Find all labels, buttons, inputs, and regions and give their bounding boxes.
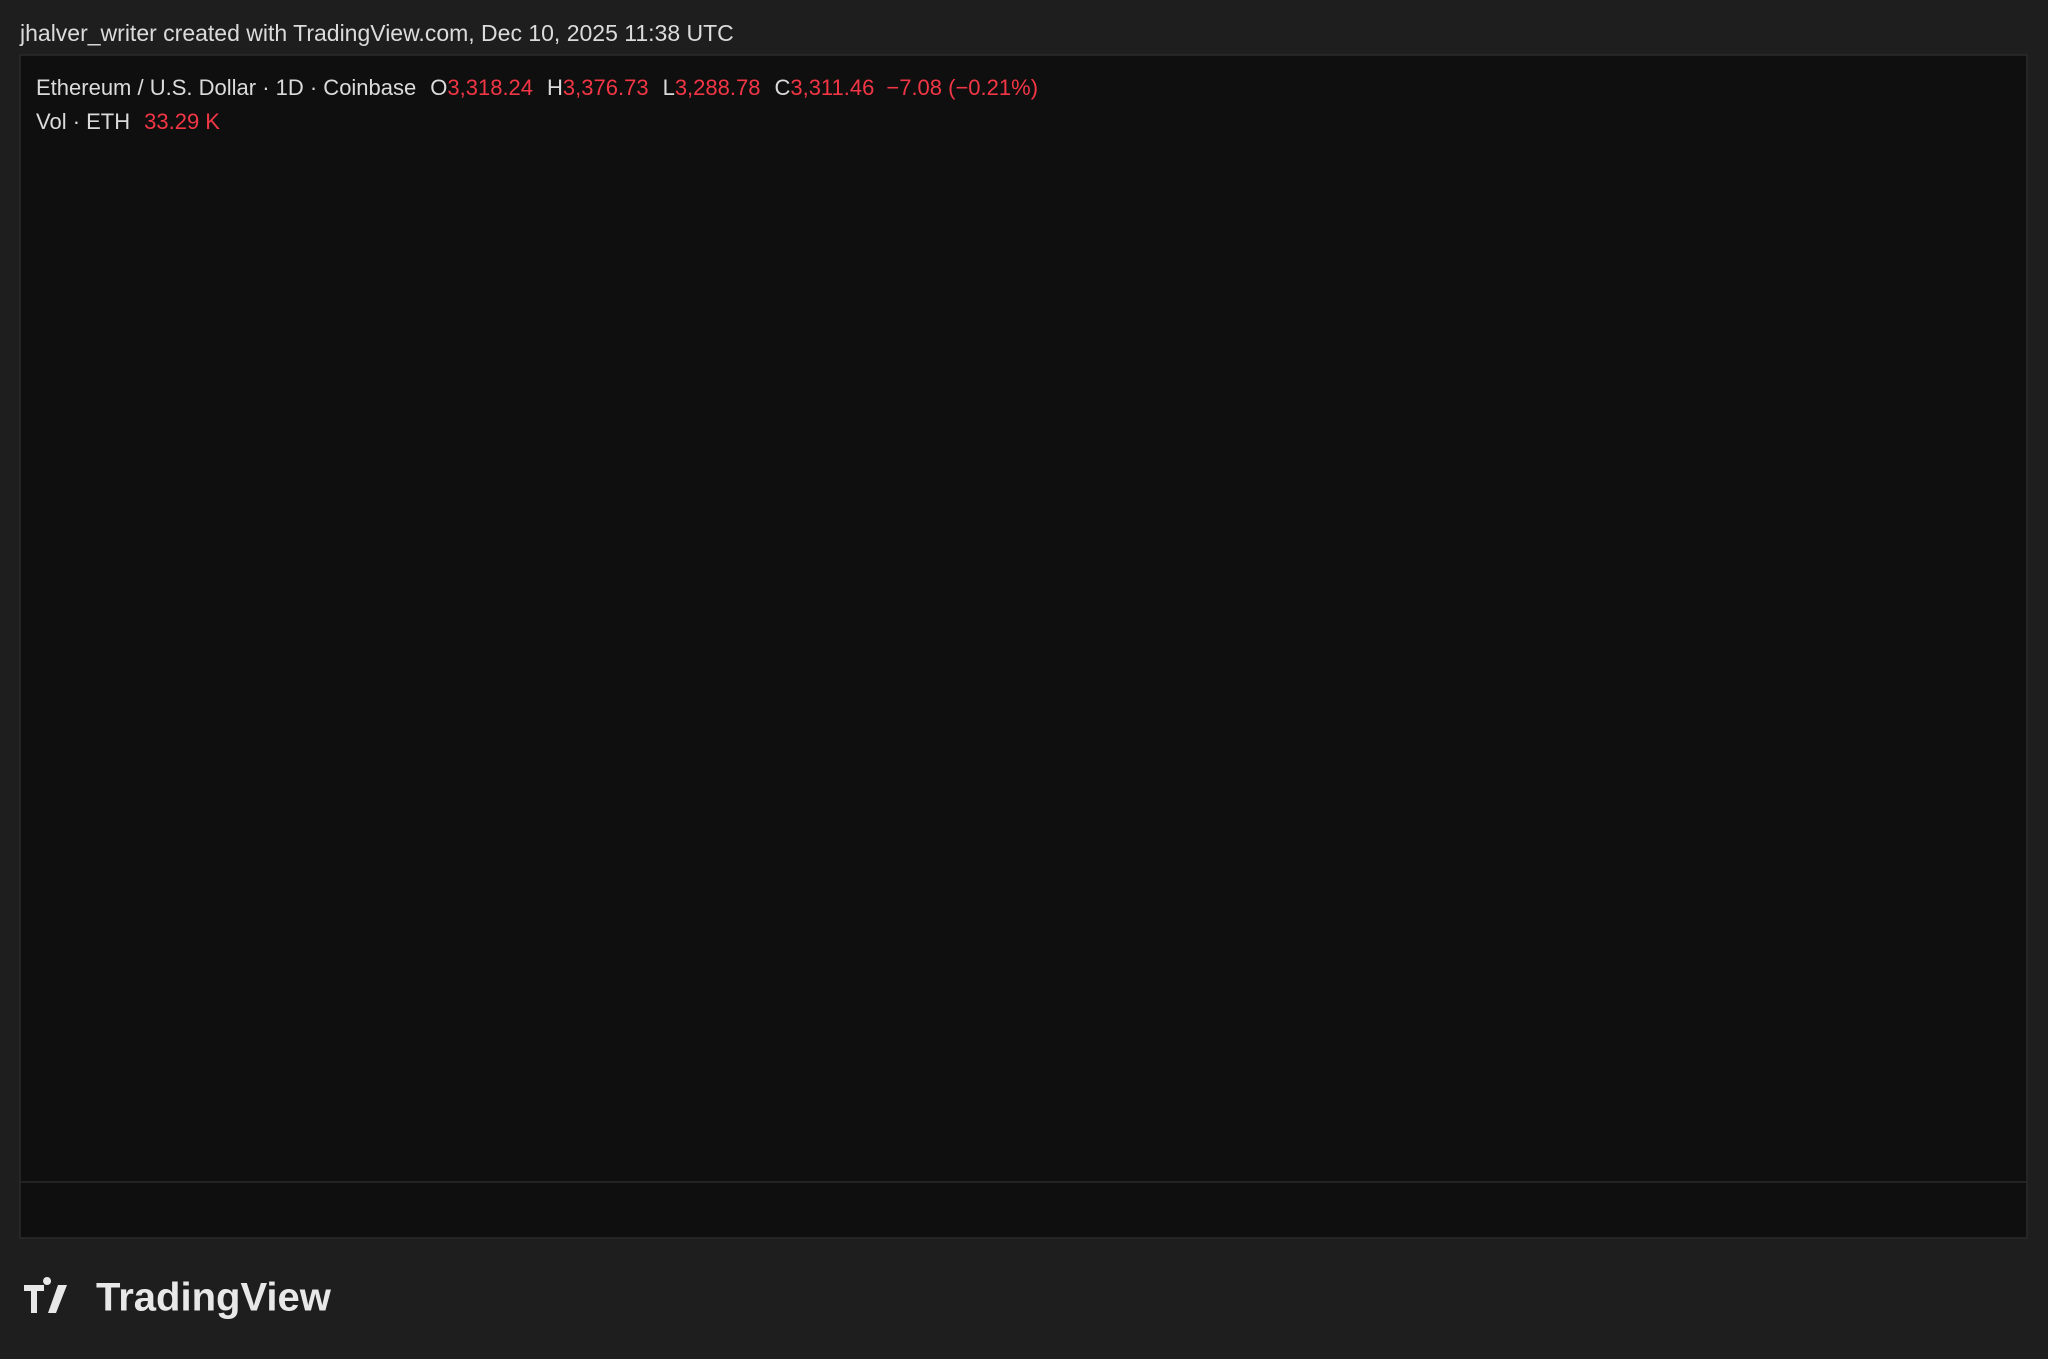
attribution: jhalver_writer created with TradingView.… [19,20,734,46]
legend-open-label: O [430,75,447,100]
logo-mark [24,1277,67,1313]
legend-low-label: L [663,75,675,100]
legend-open: 3,318.24 [447,75,533,100]
logo-text: TradingView [96,1276,332,1320]
legend-high: 3,376.73 [563,75,649,100]
legend-volume-value: 33.29 K [144,109,220,134]
legend-volume: Vol · ETH 33.29 K [36,109,220,134]
legend-change: −7.08 (−0.21%) [886,75,1038,100]
legend-symbol: Ethereum / U.S. Dollar · 1D · Coinbase [36,75,416,100]
legend-close-label: C [774,75,790,100]
legend-close: 3,311.46 [790,75,874,100]
legend-high-label: H [547,75,563,100]
legend-low: 3,288.78 [675,75,761,100]
legend-volume-label: Vol · ETH [36,109,130,134]
logo: TradingView [24,1276,332,1320]
legend: Ethereum / U.S. Dollar · 1D · Coinbase O3… [36,75,1038,100]
chart-panel [19,54,2028,1239]
